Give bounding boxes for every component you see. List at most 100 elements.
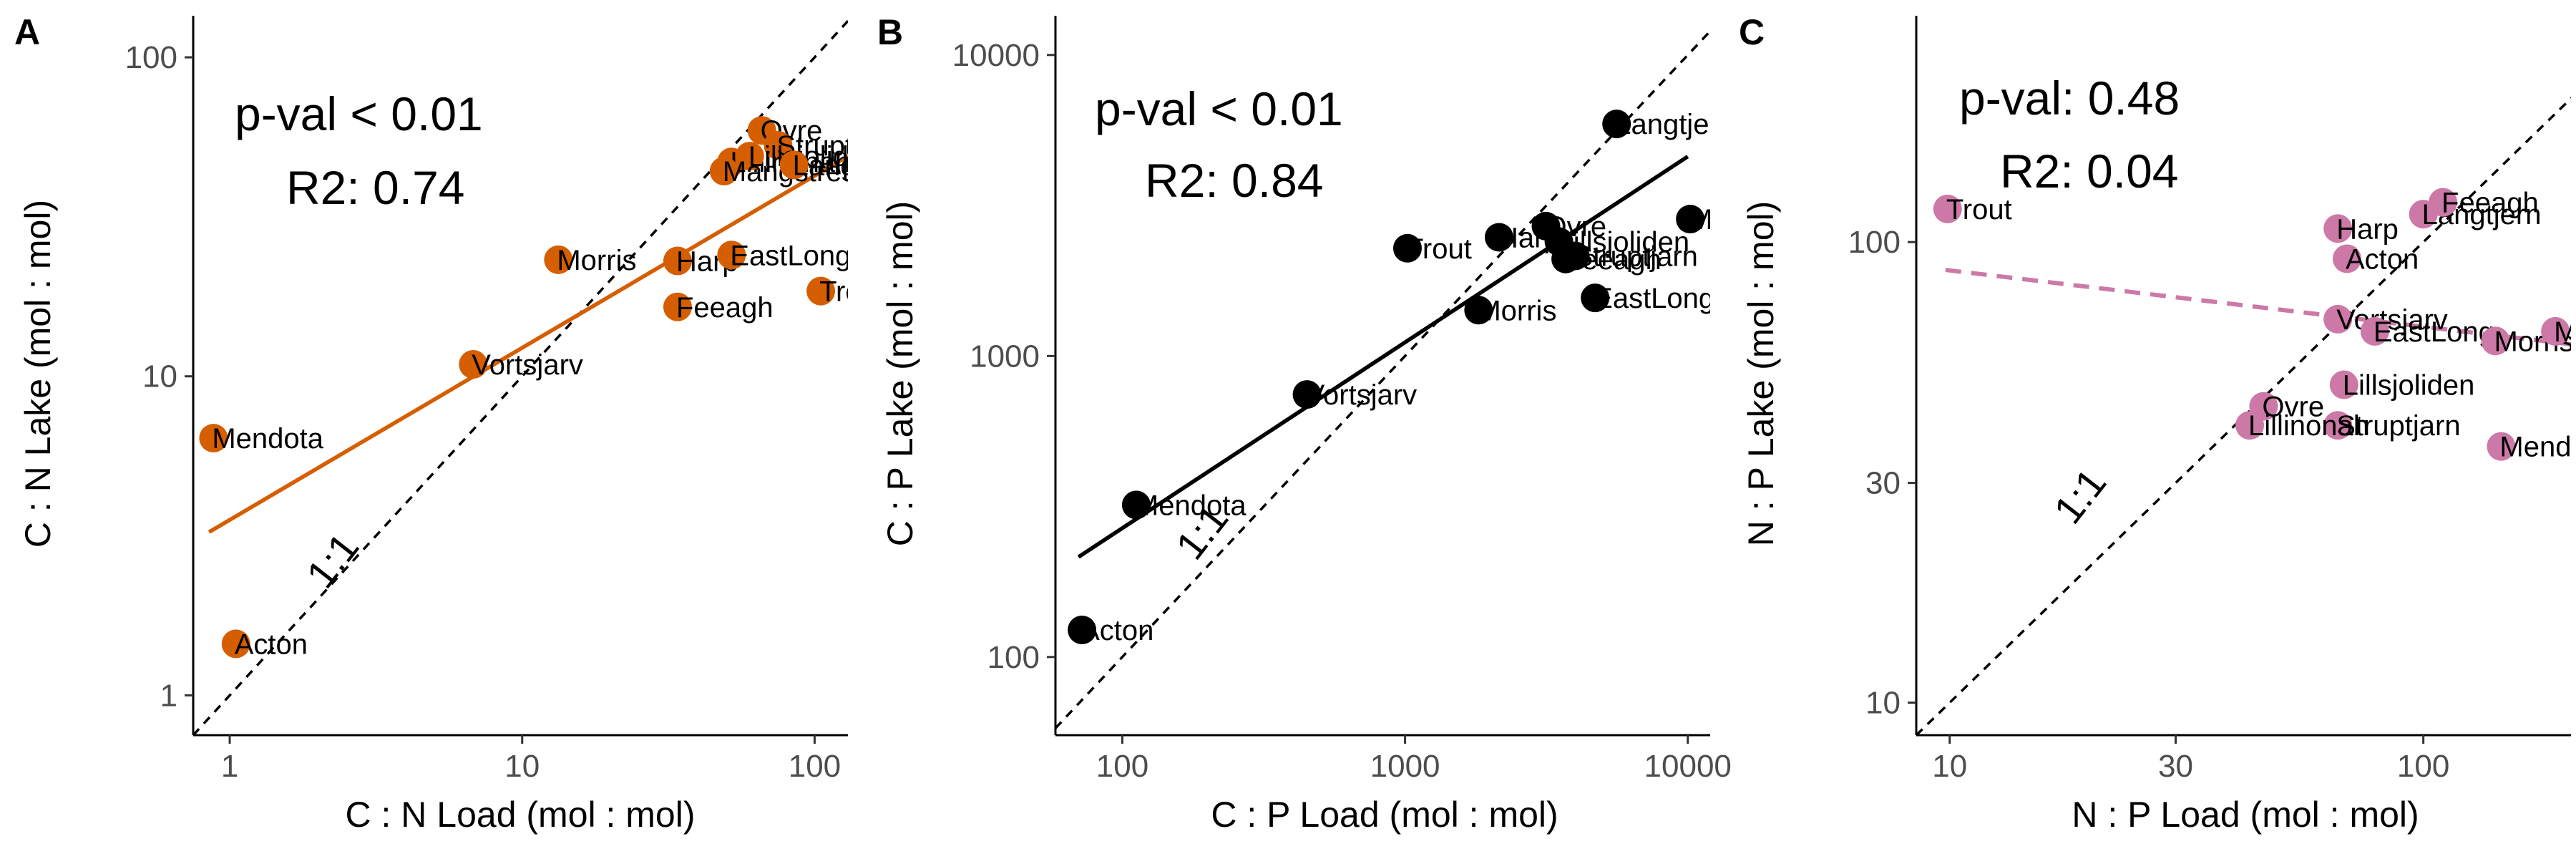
data-point <box>1933 194 1962 223</box>
data-point <box>459 350 488 379</box>
r2-annotation: R2: 0.04 <box>2000 145 2179 198</box>
y-tick-label: 10000 <box>952 38 1040 73</box>
data-point <box>663 292 692 321</box>
point-label: Struptjarn <box>2336 410 2460 442</box>
y-tick-label: 10 <box>1865 686 1901 721</box>
panel-c-plot: TroutHarpActonLangtjernFeeaghVortsjarvEa… <box>1848 16 2576 784</box>
point-label: Acton <box>235 629 308 660</box>
data-point <box>2360 316 2389 346</box>
x-tick-label: 100 <box>1096 749 1148 784</box>
y-tick-label: 100 <box>987 640 1040 675</box>
point-label: Mendota <box>1135 490 1246 521</box>
data-point <box>2323 304 2353 334</box>
pval-annotation: p-val < 0.01 <box>235 87 483 140</box>
point-label: Vortsjarv <box>1306 379 1418 411</box>
regression-line <box>1945 268 2571 346</box>
point-label: Vortsjarv <box>472 349 583 381</box>
data-point <box>2332 244 2361 273</box>
data-point <box>1464 296 1493 325</box>
one-to-one-line <box>193 19 848 735</box>
point-label: EastLong <box>2373 316 2494 348</box>
data-point <box>1484 223 1513 252</box>
data-point <box>199 424 228 453</box>
y-tick-label: 100 <box>125 40 177 75</box>
x-axis-title: N : P Load (mol : mol) <box>2072 795 2419 835</box>
x-tick-label: 10 <box>1932 749 1967 784</box>
point-label: Morris <box>1477 295 1556 326</box>
point-label: Langtjern <box>793 150 912 181</box>
pval-annotation: p-val: 0.48 <box>1959 72 2180 125</box>
data-point <box>663 246 692 276</box>
point-label: Langtjern <box>1615 109 1735 140</box>
data-point <box>544 245 573 274</box>
y-axis-title: C : N Lake (mol : mol) <box>18 200 58 548</box>
x-tick-label: 1 <box>221 749 238 784</box>
point-label: Acton <box>1080 615 1153 646</box>
x-tick-label: 10 <box>504 749 540 784</box>
data-point <box>735 142 764 171</box>
one-to-one-label: 1:1 <box>2045 460 2115 532</box>
data-point <box>2541 316 2570 346</box>
y-tick-label: 100 <box>1848 225 1901 260</box>
x-tick-label: 1000 <box>1370 749 1440 784</box>
point-label: Mangstrettjarn <box>1689 204 1872 236</box>
point-label: Trout <box>1946 194 2012 225</box>
y-tick-label: 10 <box>142 359 177 394</box>
data-point <box>2481 326 2510 356</box>
plot-area: TroutHarpActonLangtjernFeeaghVortsjarvEa… <box>1916 97 2576 735</box>
data-point <box>717 241 746 270</box>
panel-letter-a: A <box>14 12 40 52</box>
data-point <box>1121 490 1151 520</box>
data-point <box>2323 411 2353 440</box>
data-point <box>2323 214 2353 243</box>
point-label: Struptjarn <box>1574 241 1697 273</box>
x-tick-label: 100 <box>2397 749 2449 784</box>
point-label: Feeagh <box>676 292 774 324</box>
point-label: Mendota <box>212 423 323 455</box>
point-label: EastLong <box>730 240 851 271</box>
data-point <box>1581 283 1610 313</box>
pval-annotation: p-val < 0.01 <box>1095 82 1343 135</box>
data-point <box>709 156 738 185</box>
data-point <box>763 130 793 160</box>
data-point <box>779 150 809 180</box>
y-tick-label: 1000 <box>970 339 1040 374</box>
data-point <box>221 629 250 659</box>
point-label: Morris <box>557 245 636 276</box>
point-label: Lillsjoliden <box>2343 369 2475 401</box>
data-point <box>2329 370 2358 399</box>
x-tick-label: 10000 <box>1644 749 1732 784</box>
point-label: Mendota <box>2499 432 2576 463</box>
data-point <box>806 276 836 306</box>
point-label: Vortsjarv <box>2336 304 2448 336</box>
panel-c: C TroutHarpActonLangtjernFeeaghVortsjarv… <box>1739 12 2576 835</box>
r2-annotation: R2: 0.84 <box>1145 154 1324 207</box>
one-to-one-line <box>1055 29 1710 729</box>
point-label: Ovre <box>2262 392 2324 423</box>
x-axis-title: C : N Load (mol : mol) <box>345 795 695 835</box>
data-point <box>1068 616 1097 645</box>
one-to-one-label: 1:1 <box>298 525 368 596</box>
point-label: Trout <box>819 276 885 308</box>
x-axis-title: C : P Load (mol : mol) <box>1211 795 1558 835</box>
data-point <box>2429 188 2458 217</box>
data-point <box>2235 411 2265 440</box>
data-point <box>1292 380 1322 409</box>
y-axis-title: C : P Lake (mol : mol) <box>880 201 920 547</box>
regression-line <box>208 154 848 534</box>
point-label: Acton <box>2346 243 2419 275</box>
data-point <box>1602 110 1631 139</box>
data-point <box>2487 432 2516 461</box>
point-label: Trout <box>1406 233 1472 265</box>
panel-letter-c: C <box>1739 12 1765 52</box>
x-tick-label: 100 <box>789 749 841 784</box>
y-tick-label: 30 <box>1865 466 1901 501</box>
x-tick-label: 30 <box>2158 749 2193 784</box>
